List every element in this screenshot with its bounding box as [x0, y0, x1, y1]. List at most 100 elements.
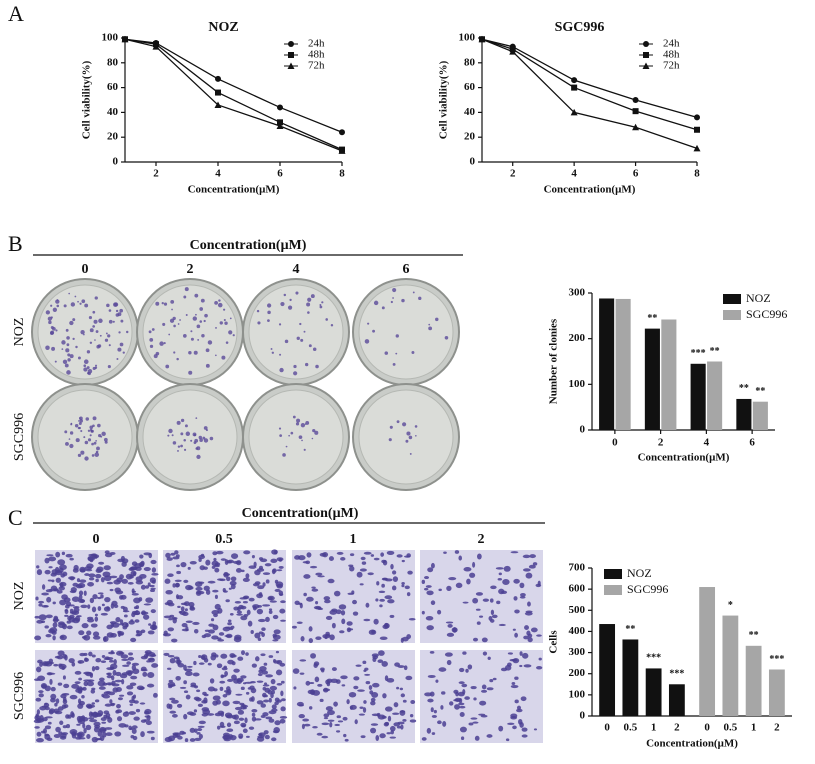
colony	[70, 302, 76, 307]
cell	[265, 616, 270, 622]
cell	[486, 734, 493, 738]
y-tick-label: 500	[569, 604, 586, 616]
colony	[396, 420, 400, 424]
colony	[80, 429, 83, 433]
cell	[252, 583, 260, 587]
cell	[259, 558, 268, 563]
cell	[410, 700, 416, 705]
cell	[174, 550, 179, 555]
cell	[360, 735, 366, 739]
cell	[125, 711, 129, 714]
colony	[163, 302, 168, 306]
cell	[240, 615, 248, 621]
cell	[440, 705, 444, 710]
cell	[97, 680, 106, 687]
colony	[287, 305, 293, 310]
cell	[114, 731, 122, 737]
cell	[75, 687, 83, 694]
cell	[171, 638, 178, 643]
cell	[346, 621, 353, 626]
cell	[264, 563, 272, 567]
cell	[238, 717, 245, 721]
cell	[299, 672, 305, 675]
cell	[151, 567, 157, 573]
cell	[321, 722, 330, 726]
cell	[169, 614, 175, 618]
cell	[469, 572, 476, 578]
cell	[303, 592, 307, 597]
cell	[401, 584, 405, 588]
colony	[108, 319, 113, 324]
colony	[319, 305, 323, 309]
colony	[167, 434, 170, 437]
cell	[470, 685, 477, 690]
cell	[52, 619, 60, 622]
y-tick-label: 700	[569, 562, 586, 574]
colony	[198, 435, 203, 440]
bar	[644, 328, 660, 430]
cell	[488, 616, 493, 621]
cell	[95, 578, 99, 583]
x-tick-label: 1	[651, 722, 657, 734]
marker	[214, 101, 222, 108]
cell	[110, 702, 116, 706]
cell	[43, 702, 50, 708]
colony	[267, 319, 270, 322]
cell	[386, 678, 395, 683]
cell	[407, 570, 413, 575]
colony	[195, 313, 197, 316]
cell	[430, 600, 436, 606]
legend-label: SGC996	[746, 307, 787, 321]
cell	[278, 590, 284, 596]
cell	[114, 679, 123, 683]
cell	[59, 720, 64, 726]
cell	[83, 671, 92, 675]
bar	[599, 298, 615, 430]
cell	[384, 706, 393, 712]
cell	[88, 717, 95, 720]
colony	[288, 434, 290, 437]
cell	[59, 634, 67, 641]
cell	[232, 560, 241, 565]
cell	[62, 653, 67, 659]
cell	[406, 553, 411, 558]
cell	[347, 628, 354, 631]
cell	[239, 702, 245, 706]
cell	[247, 620, 253, 627]
cell	[78, 630, 85, 636]
cell	[378, 650, 385, 656]
cell	[97, 606, 102, 611]
colony	[168, 428, 173, 434]
cell	[36, 709, 41, 715]
y-tick-label: 400	[569, 625, 586, 637]
cell	[275, 669, 283, 676]
cell	[479, 615, 484, 618]
colony	[256, 309, 260, 313]
cell	[527, 637, 533, 643]
cell	[175, 675, 181, 681]
cell	[45, 614, 53, 619]
cell	[305, 680, 311, 686]
colony	[104, 338, 109, 342]
cell	[147, 657, 155, 661]
cell	[251, 554, 255, 559]
colony	[97, 344, 102, 348]
colony	[205, 348, 210, 353]
cell	[114, 587, 121, 593]
cell	[207, 662, 212, 666]
cell	[193, 628, 199, 634]
cell	[183, 680, 187, 685]
colony	[214, 300, 218, 305]
cell	[79, 566, 86, 573]
cell	[325, 679, 331, 685]
dish-inner	[142, 389, 238, 485]
cell	[475, 592, 484, 596]
cell	[143, 567, 151, 572]
colony	[308, 344, 312, 348]
colony	[300, 338, 304, 342]
cell	[108, 683, 112, 686]
cell	[168, 617, 173, 621]
cell	[122, 664, 130, 667]
cell	[265, 674, 273, 678]
cell	[308, 626, 313, 632]
